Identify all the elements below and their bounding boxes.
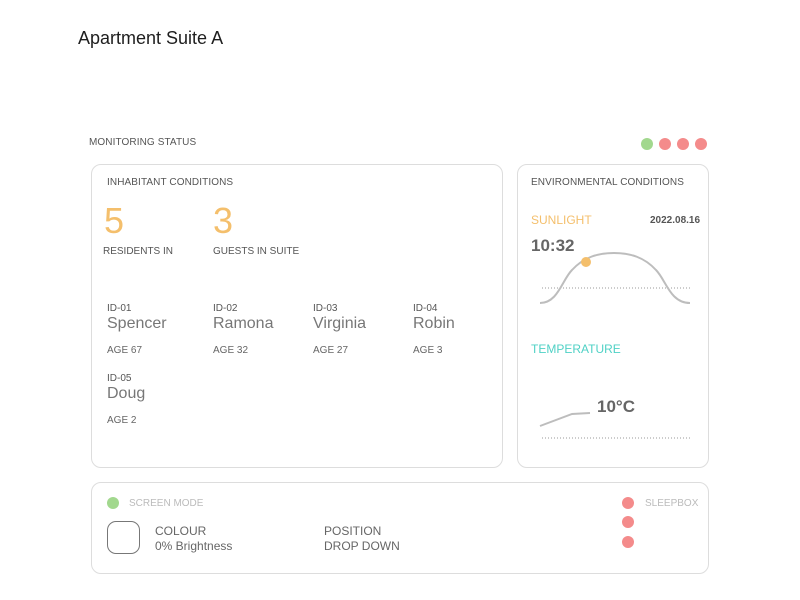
sunlight-label: SUNLIGHT <box>531 213 592 227</box>
sun-position-marker <box>581 257 591 267</box>
resident-id: ID-03 <box>313 303 338 314</box>
resident-card-1[interactable]: ID-01 Spencer AGE 67 <box>107 303 167 356</box>
guests-count: 3 <box>213 200 234 241</box>
resident-id: ID-05 <box>107 373 132 384</box>
resident-age: AGE 3 <box>413 345 443 356</box>
resident-card-3[interactable]: ID-03 Virginia AGE 27 <box>313 303 366 356</box>
status-indicator-3 <box>677 138 689 150</box>
resident-card-5[interactable]: ID-05 Doug AGE 2 <box>107 373 145 426</box>
sunlight-curve-graphic <box>539 251 691 439</box>
position-label: POSITION <box>324 524 382 538</box>
resident-name: Robin <box>413 315 455 332</box>
position-value: DROP DOWN <box>324 539 400 553</box>
guests-label: GUESTS IN SUITE <box>213 246 300 257</box>
sleepbox-indicator-2[interactable] <box>622 516 634 528</box>
status-indicator-4 <box>695 138 707 150</box>
resident-card-4[interactable]: ID-04 Robin AGE 3 <box>413 303 455 356</box>
screen-mode-indicator <box>107 497 119 509</box>
temperature-label: TEMPERATURE <box>531 342 621 356</box>
resident-id: ID-01 <box>107 303 132 314</box>
sleepbox-label: SLEEPBOX <box>645 498 699 509</box>
resident-age: AGE 32 <box>213 345 249 356</box>
status-indicator-1 <box>641 138 653 150</box>
sleepbox-indicator-3[interactable] <box>622 536 634 548</box>
sunlight-date: 2022.08.16 <box>650 215 701 226</box>
colour-label: COLOUR <box>155 524 207 538</box>
residents-label: RESIDENTS IN <box>103 246 174 257</box>
resident-name: Virginia <box>313 315 367 332</box>
resident-name: Spencer <box>107 315 167 332</box>
sunlight-time: 10:32 <box>531 236 575 255</box>
page-title: Apartment Suite A <box>78 28 224 48</box>
residents-count: 5 <box>104 200 125 241</box>
screen-mode-label: SCREEN MODE <box>129 498 204 509</box>
resident-age: AGE 27 <box>313 345 349 356</box>
status-indicator-2 <box>659 138 671 150</box>
colour-swatch-button[interactable] <box>107 521 140 554</box>
monitoring-status-label: MONITORING STATUS <box>89 137 197 148</box>
sleepbox-indicator-1[interactable] <box>622 497 634 509</box>
sunlight-arc <box>539 251 691 304</box>
temperature-value: 10°C <box>597 397 635 416</box>
resident-age: AGE 2 <box>107 415 137 426</box>
resident-age: AGE 67 <box>107 345 143 356</box>
temperature-trend-line <box>539 412 591 427</box>
environmental-conditions-panel: ENVIRONMENTAL CONDITIONS SUNLIGHT 2022.0… <box>517 164 709 468</box>
environmental-conditions-label: ENVIRONMENTAL CONDITIONS <box>531 177 684 188</box>
resident-name: Ramona <box>213 315 274 332</box>
colour-brightness-value: 0% Brightness <box>155 539 233 553</box>
resident-id: ID-02 <box>213 303 238 314</box>
resident-id: ID-04 <box>413 303 438 314</box>
inhabitant-conditions-label: INHABITANT CONDITIONS <box>107 177 234 188</box>
controls-panel: SCREEN MODE COLOUR 0% Brightness POSITIO… <box>91 482 709 574</box>
inhabitant-conditions-panel: INHABITANT CONDITIONS 5 RESIDENTS IN 3 G… <box>91 164 503 468</box>
resident-card-2[interactable]: ID-02 Ramona AGE 32 <box>213 303 273 356</box>
resident-name: Doug <box>107 385 146 402</box>
